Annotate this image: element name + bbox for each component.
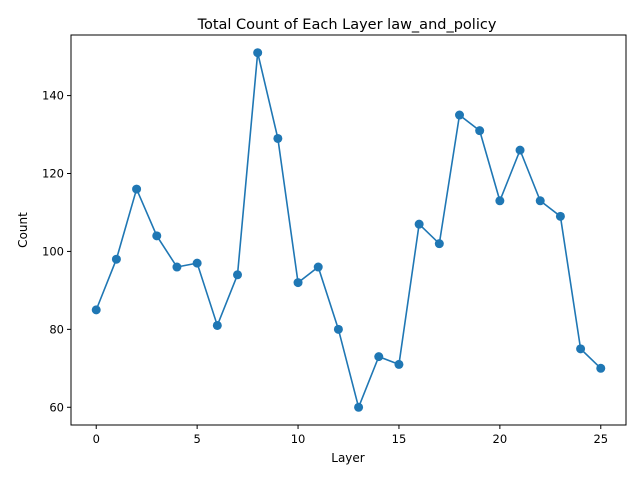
- data-point: [111, 254, 121, 264]
- data-point: [394, 359, 404, 369]
- data-point: [475, 126, 485, 136]
- data-point: [152, 231, 162, 241]
- data-point: [273, 133, 283, 143]
- data-point: [495, 196, 505, 206]
- y-tick-label: 140: [42, 89, 64, 103]
- y-tick-label: 120: [42, 167, 64, 181]
- data-point: [414, 219, 424, 229]
- series-line: [95, 52, 602, 410]
- plot-area: 0 5 10 15 20 25 60 80 100 120 140: [42, 34, 627, 446]
- data-point: [354, 402, 364, 412]
- data-point: [132, 184, 142, 194]
- plot-frame: [70, 34, 627, 426]
- data-point: [535, 196, 545, 206]
- data-point: [293, 278, 303, 288]
- chart-title: Total Count of Each Layer law_and_policy: [197, 17, 497, 33]
- x-tick-label: 0: [93, 432, 100, 446]
- data-point: [434, 239, 444, 249]
- data-point: [455, 110, 464, 120]
- y-tick-label: 60: [49, 400, 64, 414]
- data-points: [91, 48, 606, 412]
- x-tick-label: 15: [392, 432, 407, 446]
- data-point: [515, 145, 525, 155]
- data-point: [596, 363, 606, 373]
- data-point: [576, 344, 586, 354]
- x-tick-label: 25: [593, 432, 608, 446]
- x-axis-label: Layer: [331, 451, 365, 465]
- data-point: [313, 262, 323, 272]
- data-point: [555, 211, 565, 221]
- x-axis: 0 5 10 15 20 25: [93, 425, 608, 446]
- y-tick-label: 80: [49, 322, 64, 336]
- data-point: [333, 324, 343, 334]
- x-tick-label: 10: [291, 432, 306, 446]
- data-point: [212, 320, 222, 330]
- data-point: [253, 48, 263, 58]
- y-axis: 60 80 100 120 140: [42, 89, 71, 414]
- data-point: [233, 270, 242, 280]
- data-point: [374, 352, 384, 362]
- y-tick-label: 100: [42, 244, 64, 258]
- data-point: [192, 258, 202, 268]
- data-point: [91, 305, 101, 315]
- data-point: [172, 262, 182, 272]
- y-axis-label: Count: [16, 212, 30, 248]
- x-tick-label: 5: [193, 432, 200, 446]
- x-tick-label: 20: [493, 432, 508, 446]
